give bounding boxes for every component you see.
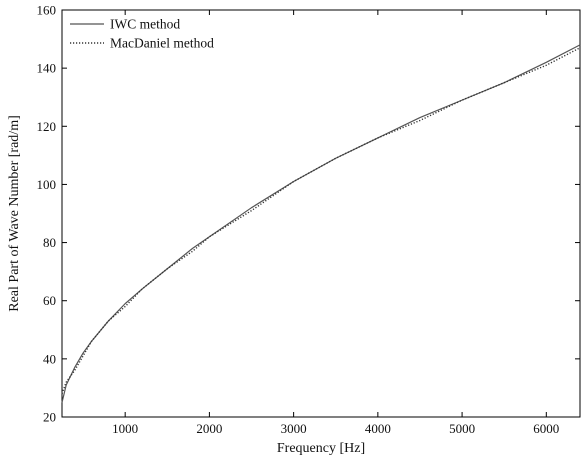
- y-tick-label: 40: [43, 351, 56, 366]
- y-tick-label: 140: [37, 61, 57, 76]
- legend-label: MacDaniel method: [110, 36, 214, 51]
- y-tick-label: 100: [37, 177, 57, 192]
- x-axis-label: Frequency [Hz]: [277, 441, 365, 456]
- x-tick-label: 3000: [281, 421, 307, 436]
- y-tick-label: 20: [43, 410, 56, 425]
- x-tick-label: 6000: [533, 421, 559, 436]
- x-tick-label: 2000: [196, 421, 222, 436]
- x-tick-label: 5000: [449, 421, 475, 436]
- x-tick-label: 4000: [365, 421, 391, 436]
- plot-frame: [61, 9, 581, 418]
- y-axis-label: Real Part of Wave Number [rad/m]: [7, 115, 22, 312]
- y-tick-label: 120: [37, 119, 57, 134]
- legend-label: IWC method: [110, 17, 180, 32]
- x-tick-label: 1000: [112, 421, 138, 436]
- series-line-macdaniel: [61, 47, 581, 394]
- y-tick-label: 80: [43, 235, 56, 250]
- y-tick-label: 160: [37, 3, 57, 18]
- y-tick-label: 60: [43, 293, 56, 308]
